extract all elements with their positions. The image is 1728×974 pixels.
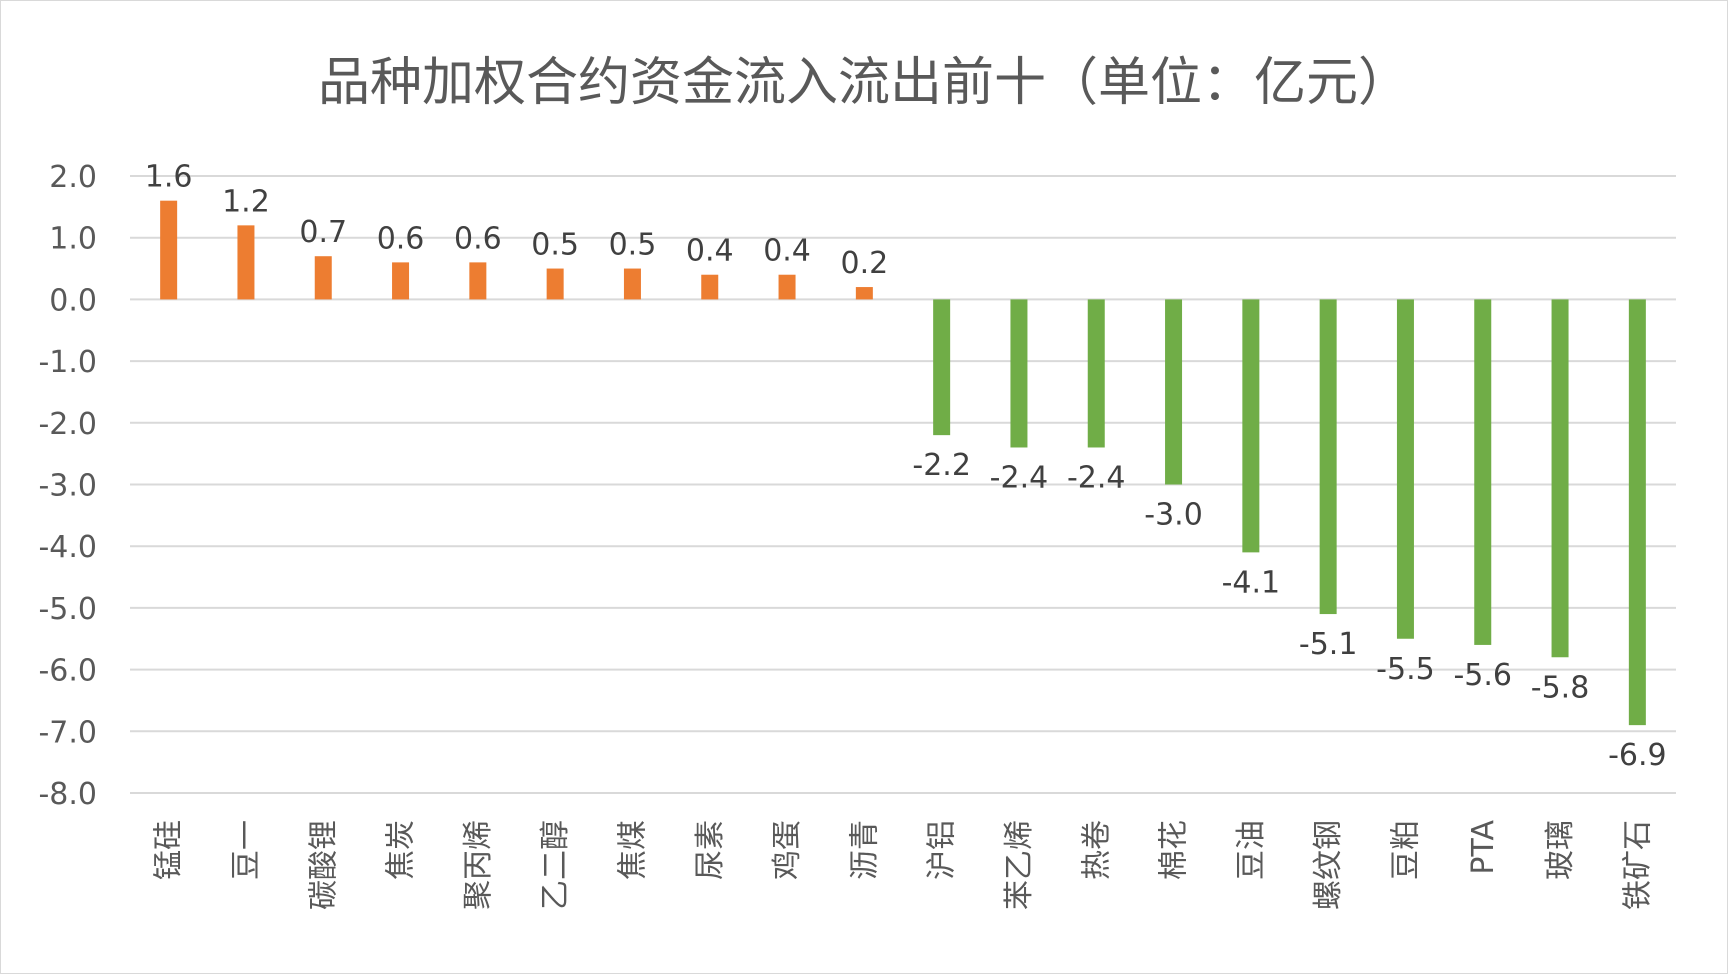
bar [392,262,410,300]
y-tick-label: -2.0 [38,407,97,442]
data-label: -5.8 [1531,670,1590,705]
x-tick-label: 豆粕 [1388,820,1423,880]
y-tick-label: -6.0 [38,654,97,689]
x-tick-label: 铁矿石 [1620,820,1655,910]
bar [623,268,641,300]
chart-title: 品种加权合约资金流入流出前十（单位：亿元） [318,53,1410,113]
bar [1628,299,1646,726]
bar [1010,299,1028,448]
y-tick-label: 1.0 [49,222,97,257]
data-label: -5.5 [1376,652,1435,687]
x-axis-labels: 锰硅 豆一 碳酸锂 焦炭 聚丙烯 乙二醇 焦煤 尿素 鸡蛋 沥青 沪铝 苯乙烯 热卷 棉花 豆油 螺纹钢 豆粕 P… [152,820,1656,910]
x-tick-label: 焦煤 [615,820,650,880]
x-tick-label: 苯乙烯 [1002,820,1037,910]
data-label: 1.6 [145,160,193,195]
x-tick-label: 聚丙烯 [461,820,496,910]
bar [160,200,178,300]
x-tick-label: 热卷 [1079,820,1114,880]
data-label: 1.2 [222,184,270,219]
x-tick-label: PTA [1466,820,1501,875]
x-tick-label: 玻璃 [1543,820,1578,880]
data-label: -5.1 [1299,627,1358,662]
x-tick-label: 豆一 [229,820,264,880]
bar [1551,299,1569,658]
bar [469,262,487,300]
bar [778,274,796,300]
data-label: -4.1 [1222,565,1281,600]
y-tick-label: -7.0 [38,715,97,750]
data-labels: 1.6 1.2 0.7 0.6 0.6 0.5 0.5 0.4 0.4 0.2 -2.2 -2.4 -2… [145,160,1667,773]
y-tick-label: -1.0 [38,345,97,380]
data-label: -2.4 [990,460,1049,495]
bar [701,274,719,300]
gridlines [130,175,1676,794]
x-tick-label: 沥青 [847,820,882,880]
y-tick-label: -4.0 [38,530,97,565]
data-label: -2.2 [912,448,971,483]
data-label: 0.7 [299,215,347,250]
data-label: 0.6 [454,221,502,256]
bar [314,256,332,300]
data-label: -6.9 [1608,738,1667,773]
data-label: 0.4 [763,234,811,269]
bar [1087,299,1105,448]
x-tick-label: 碳酸锂 [306,820,341,910]
y-axis-ticks: 2.0 1.0 0.0 -1.0 -2.0 -3.0 -4.0 -5.0 -6.0 -7.0 -8.… [38,160,97,812]
bar [1319,299,1337,615]
bar [1474,299,1492,645]
x-tick-label: 沪铝 [925,820,960,880]
data-label: 0.2 [840,246,888,281]
x-tick-label: 锰硅 [152,820,187,880]
data-label: -2.4 [1067,460,1126,495]
data-label: -5.6 [1453,658,1512,693]
y-tick-label: -5.0 [38,592,97,627]
data-label: 0.4 [686,234,734,269]
x-tick-label: 鸡蛋 [770,820,805,880]
bar [855,287,873,300]
x-tick-label: 棉花 [1157,820,1192,880]
data-label: 0.5 [531,228,579,263]
bar [1396,299,1414,639]
bars [160,200,1646,726]
bar [546,268,564,300]
bar [237,225,255,300]
x-tick-label: 螺纹钢 [1311,820,1346,910]
x-tick-label: 乙二醇 [538,820,573,910]
bar [1165,299,1183,485]
data-label: 0.6 [377,221,425,256]
x-tick-label: 豆油 [1234,820,1269,880]
y-tick-label: -8.0 [38,777,97,812]
x-tick-label: 焦炭 [384,820,419,880]
bar [933,299,951,436]
data-label: -3.0 [1144,498,1203,533]
y-tick-label: 2.0 [49,160,97,195]
y-tick-label: 0.0 [49,283,97,318]
data-label: 0.5 [609,228,657,263]
y-tick-label: -3.0 [38,469,97,504]
bar [1242,299,1260,553]
x-tick-label: 尿素 [693,820,728,880]
